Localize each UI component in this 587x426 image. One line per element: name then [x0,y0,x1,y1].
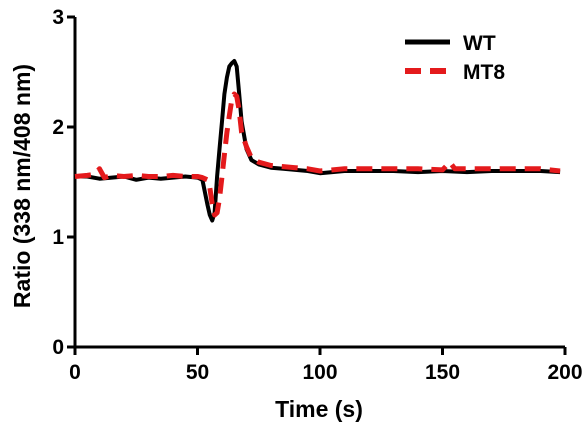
y-tick-label: 2 [52,116,64,139]
x-axis-title: Time (s) [275,396,363,422]
x-tick-label: 150 [425,361,460,384]
y-tick-label: 0 [52,336,64,359]
series-layer [74,59,561,223]
legend: WT MT8 [405,32,505,84]
x-tick-label: 200 [547,361,582,384]
legend-label-mt8: MT8 [463,61,505,84]
legend-label-wt: WT [463,32,496,55]
x-tick-label: 100 [302,361,337,384]
axes: 0 1 2 3 0 50 100 150 200 [52,6,582,384]
y-tick-label: 1 [52,226,64,249]
y-tick-label: 3 [52,6,64,29]
series-line-wt [75,59,561,223]
x-tick-label: 50 [186,361,209,384]
x-tick-label: 0 [69,361,81,384]
series-line-mt8 [74,91,561,218]
y-axis-title: Ratio (338 nm/408 nm) [9,64,35,308]
